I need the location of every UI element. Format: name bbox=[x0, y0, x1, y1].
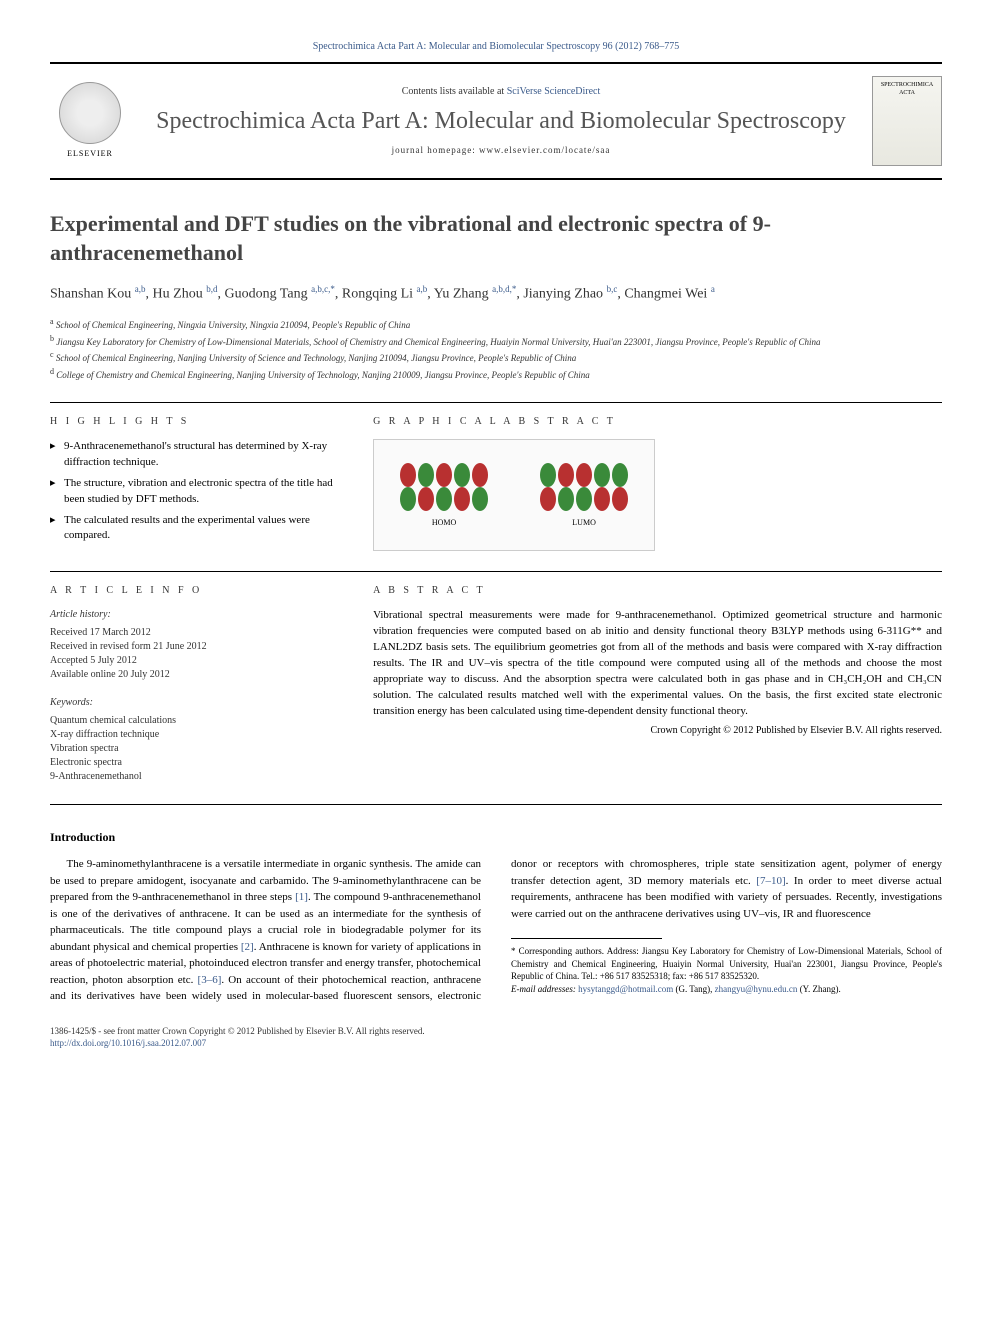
keyword: X-ray diffraction technique bbox=[50, 728, 343, 742]
email-addresses-line: E-mail addresses: hysytanggd@hotmail.com… bbox=[511, 983, 942, 996]
homepage-prefix: journal homepage: bbox=[392, 145, 479, 155]
article-title: Experimental and DFT studies on the vibr… bbox=[50, 210, 942, 267]
keyword: Vibration spectra bbox=[50, 742, 343, 756]
history-line: Accepted 5 July 2012 bbox=[50, 654, 343, 668]
affiliations: a School of Chemical Engineering, Ningxi… bbox=[50, 316, 942, 382]
introduction-heading: Introduction bbox=[50, 829, 942, 846]
highlights-graphical-row: H I G H L I G H T S 9-Anthracenemethanol… bbox=[50, 415, 942, 551]
abstract-block: A B S T R A C T Vibrational spectral mea… bbox=[373, 584, 942, 784]
ref-link[interactable]: [3–6] bbox=[198, 974, 222, 986]
sciencedirect-link[interactable]: SciVerse ScienceDirect bbox=[507, 86, 601, 97]
homo-label: HOMO bbox=[432, 517, 456, 528]
abstract-label: A B S T R A C T bbox=[373, 584, 942, 598]
copyright-line: Crown Copyright © 2012 Published by Else… bbox=[373, 724, 942, 738]
history-line: Available online 20 July 2012 bbox=[50, 668, 343, 682]
footer-copyright: 1386-1425/$ - see front matter Crown Cop… bbox=[50, 1025, 942, 1038]
highlight-item: The calculated results and the experimen… bbox=[50, 513, 343, 544]
keywords-label: Keywords: bbox=[50, 696, 343, 710]
header-center: Contents lists available at SciVerse Sci… bbox=[150, 85, 852, 156]
divider bbox=[50, 804, 942, 805]
graphical-abstract-image: HOMO LUMO bbox=[373, 439, 655, 551]
keyword: Electronic spectra bbox=[50, 756, 343, 770]
keyword: 9-Anthracenemethanol bbox=[50, 770, 343, 784]
history-line: Received 17 March 2012 bbox=[50, 626, 343, 640]
info-abstract-row: A R T I C L E I N F O Article history: R… bbox=[50, 584, 942, 784]
body-columns: The 9-aminomethylanthracene is a versati… bbox=[50, 856, 942, 1005]
homo-orbital: HOMO bbox=[389, 455, 499, 535]
abstract-text: Vibrational spectral measurements were m… bbox=[373, 608, 942, 720]
article-info-label: A R T I C L E I N F O bbox=[50, 584, 343, 598]
article-info-block: A R T I C L E I N F O Article history: R… bbox=[50, 584, 343, 784]
elsevier-tree-icon bbox=[59, 82, 121, 144]
keyword: Quantum chemical calculations bbox=[50, 714, 343, 728]
graphical-label: G R A P H I C A L A B S T R A C T bbox=[373, 415, 942, 429]
ref-link[interactable]: [1] bbox=[295, 891, 308, 903]
graphical-abstract-block: G R A P H I C A L A B S T R A C T HOMO L… bbox=[373, 415, 942, 551]
highlight-item: 9-Anthracenemethanol's structural has de… bbox=[50, 439, 343, 470]
footnote-separator bbox=[511, 938, 662, 939]
authors-line: Shanshan Kou a,b, Hu Zhou b,d, Guodong T… bbox=[50, 283, 942, 304]
email-link-2[interactable]: zhangyu@hynu.edu.cn bbox=[715, 984, 798, 994]
footnotes: * Corresponding authors. Address: Jiangs… bbox=[511, 945, 942, 995]
publisher-name: ELSEVIER bbox=[67, 148, 113, 159]
ref-link[interactable]: [7–10] bbox=[756, 875, 785, 887]
journal-cover-thumbnail: SPECTROCHIMICA ACTA bbox=[872, 76, 942, 166]
homepage-url[interactable]: www.elsevier.com/locate/saa bbox=[479, 145, 610, 155]
highlights-label: H I G H L I G H T S bbox=[50, 415, 343, 429]
elsevier-logo: ELSEVIER bbox=[50, 76, 130, 166]
affiliation-line: c School of Chemical Engineering, Nanjin… bbox=[50, 349, 942, 366]
highlight-item: The structure, vibration and electronic … bbox=[50, 476, 343, 507]
history-line: Received in revised form 21 June 2012 bbox=[50, 640, 343, 654]
highlights-block: H I G H L I G H T S 9-Anthracenemethanol… bbox=[50, 415, 343, 551]
article-history: Article history: Received 17 March 2012R… bbox=[50, 608, 343, 682]
email-who-1: (G. Tang), bbox=[673, 984, 714, 994]
doi-link[interactable]: http://dx.doi.org/10.1016/j.saa.2012.07.… bbox=[50, 1038, 206, 1048]
ref-link[interactable]: [2] bbox=[241, 941, 254, 953]
highlights-list: 9-Anthracenemethanol's structural has de… bbox=[50, 439, 343, 543]
affiliation-line: b Jiangsu Key Laboratory for Chemistry o… bbox=[50, 333, 942, 350]
affiliation-line: a School of Chemical Engineering, Ningxi… bbox=[50, 316, 942, 333]
email-who-2: (Y. Zhang). bbox=[797, 984, 840, 994]
keywords-list: Quantum chemical calculationsX-ray diffr… bbox=[50, 714, 343, 784]
lumo-orbital: LUMO bbox=[529, 455, 639, 535]
homepage-line: journal homepage: www.elsevier.com/locat… bbox=[150, 144, 852, 157]
citation-bar: Spectrochimica Acta Part A: Molecular an… bbox=[50, 40, 942, 54]
divider bbox=[50, 402, 942, 403]
email-link-1[interactable]: hysytanggd@hotmail.com bbox=[578, 984, 673, 994]
contents-available-line: Contents lists available at SciVerse Sci… bbox=[150, 85, 852, 99]
lumo-label: LUMO bbox=[572, 517, 596, 528]
email-label: E-mail addresses: bbox=[511, 984, 578, 994]
footer-bar: 1386-1425/$ - see front matter Crown Cop… bbox=[50, 1025, 942, 1050]
corresponding-author-note: * Corresponding authors. Address: Jiangs… bbox=[511, 945, 942, 983]
history-label: Article history: bbox=[50, 608, 343, 622]
journal-header: ELSEVIER Contents lists available at Sci… bbox=[50, 62, 942, 180]
affiliation-line: d College of Chemistry and Chemical Engi… bbox=[50, 366, 942, 383]
journal-name: Spectrochimica Acta Part A: Molecular an… bbox=[150, 107, 852, 136]
contents-prefix: Contents lists available at bbox=[402, 86, 507, 97]
divider bbox=[50, 571, 942, 572]
